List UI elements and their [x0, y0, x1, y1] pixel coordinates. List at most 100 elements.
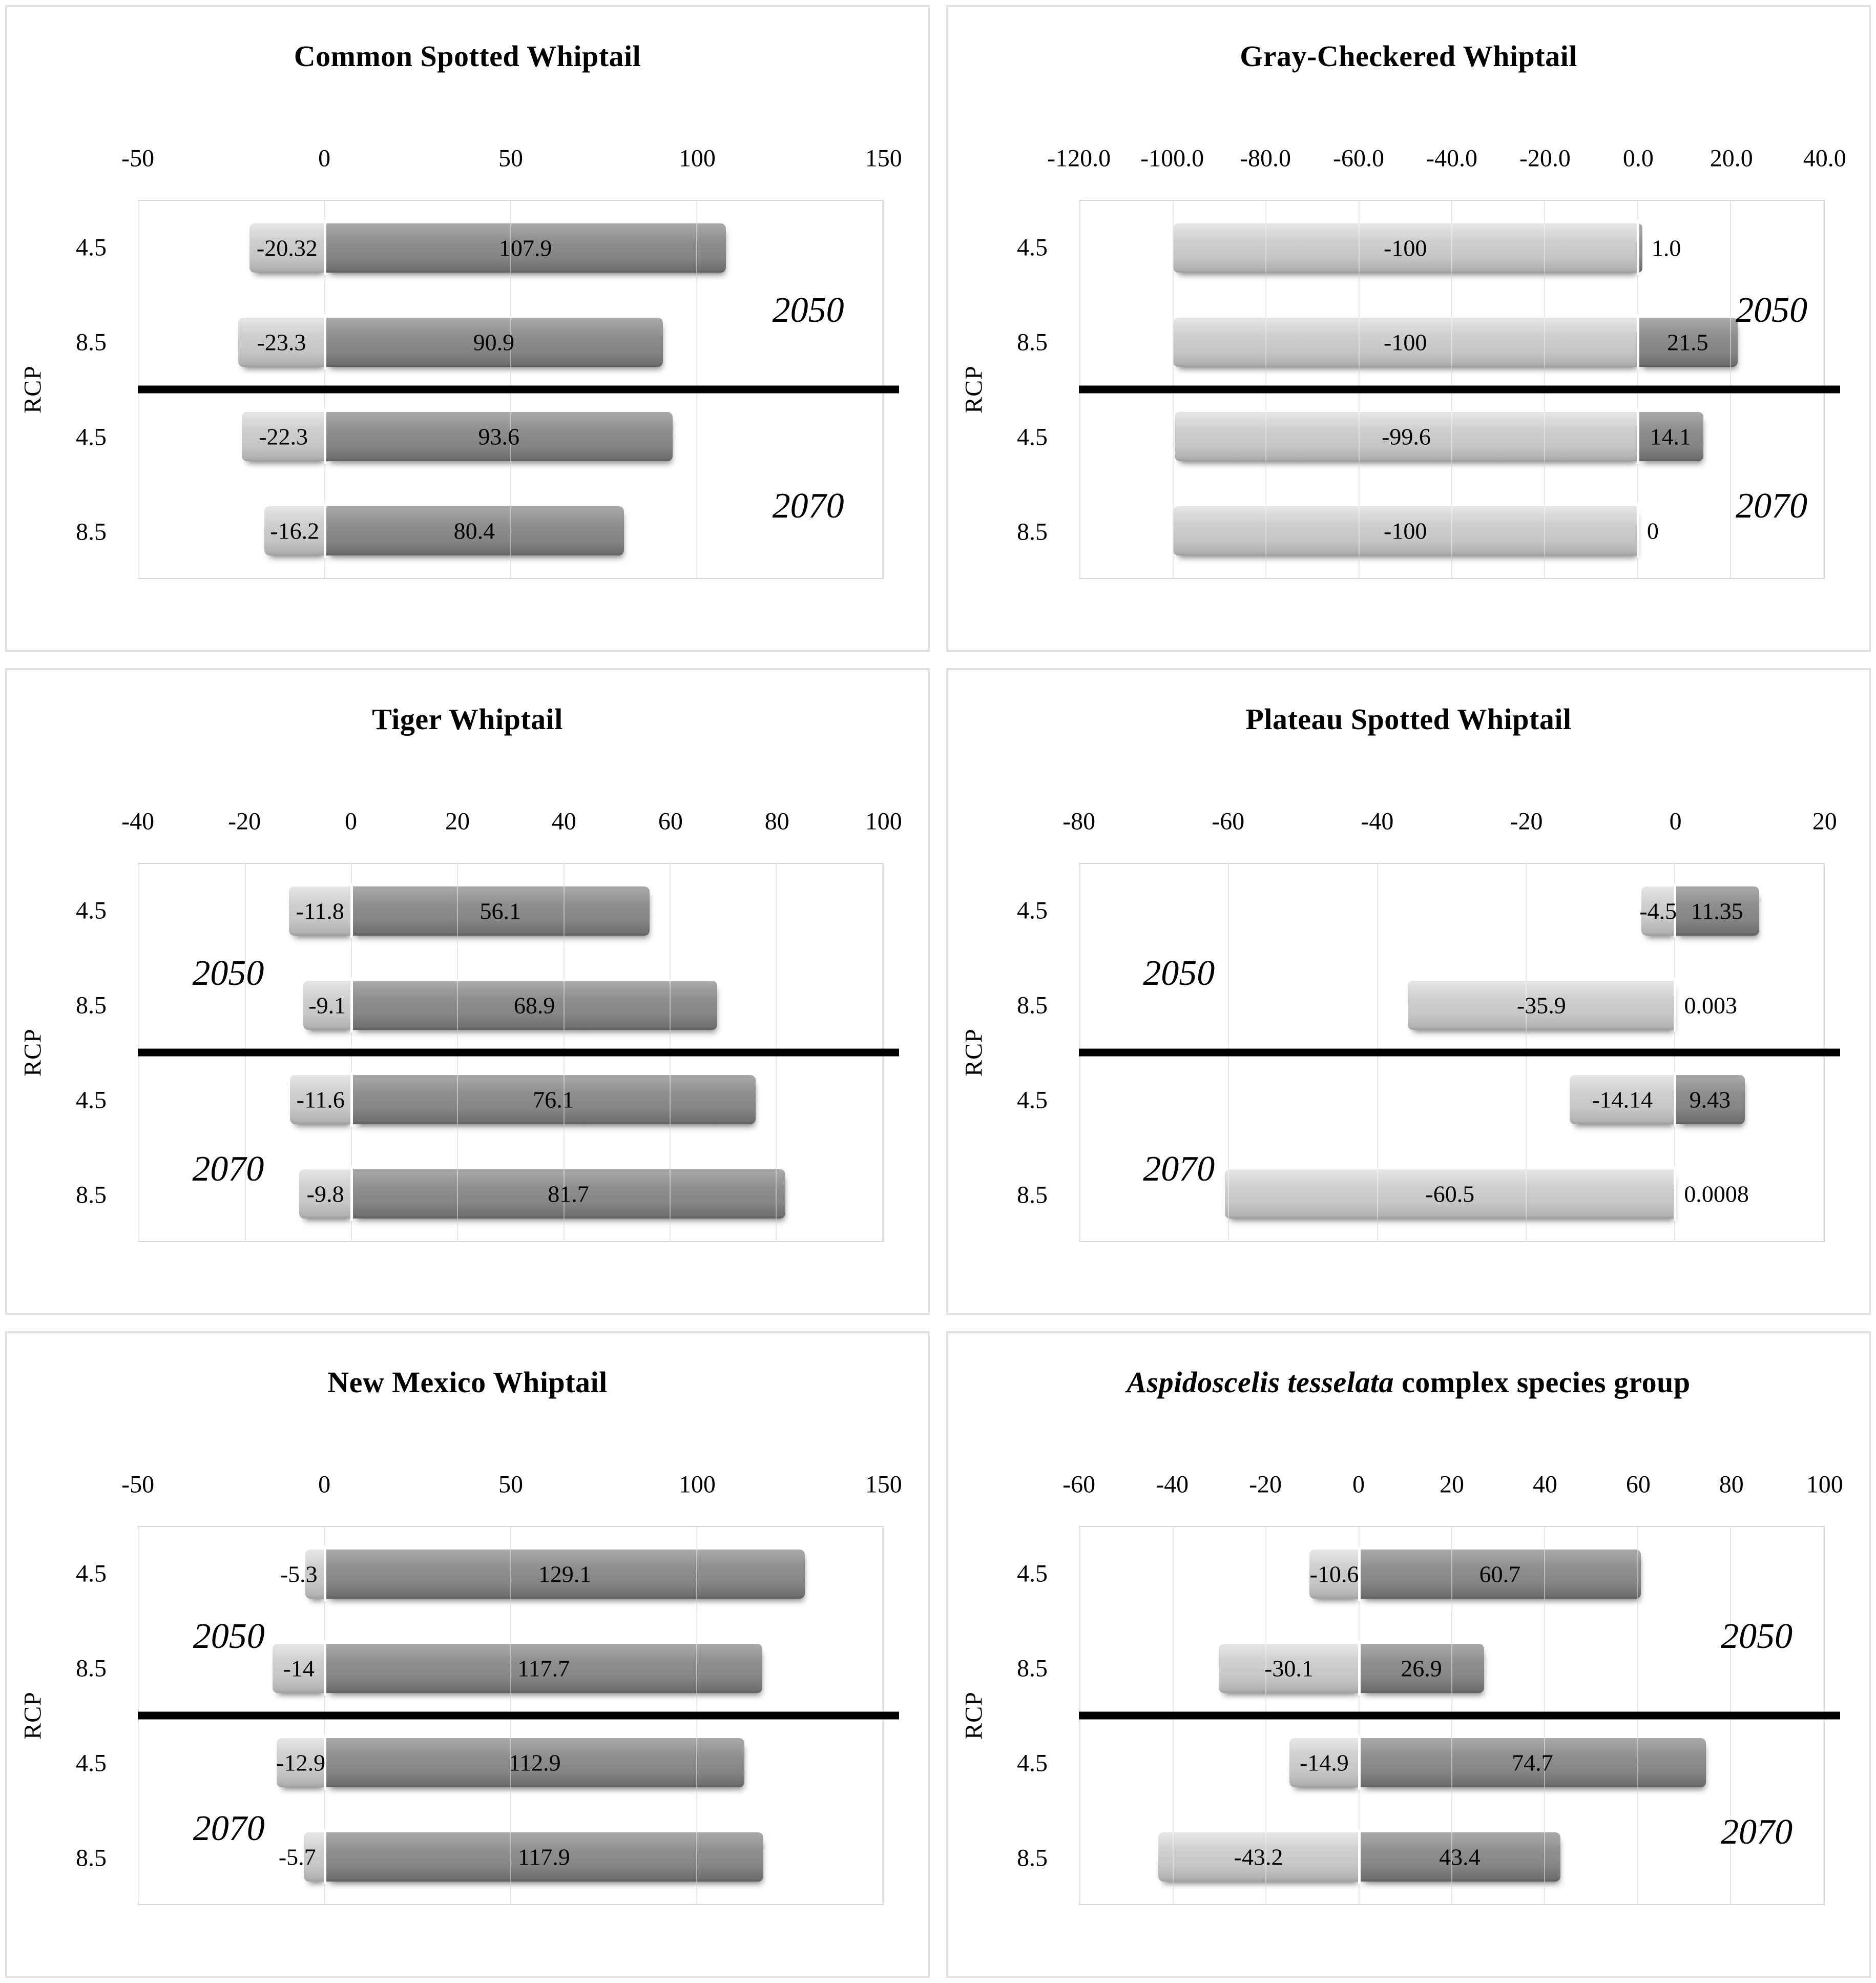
zero-axis-gap: [350, 978, 353, 1033]
data-label-negative: -100: [1384, 235, 1427, 261]
bar-negative: [1570, 1075, 1675, 1124]
x-axis-tick-label: -80.0: [1240, 144, 1291, 172]
category-label-rcp: 8.5: [75, 1655, 107, 1682]
y-axis-category-labels: 4.5 8.5 4.5 8.5: [7, 1526, 138, 1905]
x-axis-tick-label: -60: [1062, 1471, 1096, 1498]
zero-axis-gap: [324, 1546, 327, 1602]
category-label-rcp: 8.5: [75, 1181, 107, 1209]
data-label-negative: -14.14: [1592, 1086, 1653, 1113]
category-label-rcp: 8.5: [75, 992, 107, 1019]
category-label-rcp: 4.5: [1016, 1086, 1048, 1114]
year-divider-line: [1079, 1048, 1840, 1057]
year-label: 2050: [192, 953, 264, 993]
data-label-positive: 93.6: [478, 423, 519, 450]
category-label-rcp: 8.5: [75, 1844, 107, 1872]
x-axis-tick-label: -20: [1510, 808, 1543, 835]
chart-title-text: Plateau Spotted Whiptail: [1245, 702, 1572, 736]
data-label-negative: -16.2: [270, 518, 320, 544]
zero-axis-gap: [324, 1641, 327, 1696]
zero-axis-gap: [1358, 1641, 1361, 1696]
data-label-negative: -14.9: [1299, 1749, 1349, 1776]
data-label-negative: -22.3: [259, 423, 308, 450]
data-label-positive: 14.1: [1650, 423, 1692, 450]
category-label-rcp: 4.5: [1016, 1560, 1048, 1587]
bar-positive: [1359, 1550, 1641, 1599]
x-axis-tick-label: -80: [1062, 808, 1096, 835]
y-axis-category-labels: 4.5 8.5 4.5 8.5: [7, 200, 138, 579]
zero-axis-gap: [324, 503, 327, 559]
x-axis-tick-label: 80: [764, 808, 789, 835]
category-label-rcp: 8.5: [1016, 1844, 1048, 1872]
chart-title-text: New Mexico Whiptail: [327, 1365, 608, 1399]
zero-axis-gap: [1358, 1829, 1361, 1885]
bar-positive: [325, 506, 624, 555]
x-axis-tick-label: 20: [1439, 1471, 1464, 1498]
bar-negative: [303, 981, 351, 1030]
data-label-positive: 117.9: [518, 1844, 570, 1870]
bar-positive: [351, 886, 650, 936]
year-label: 2050: [1143, 953, 1215, 993]
bar-negative: [242, 412, 325, 461]
zero-axis-gap: [1674, 883, 1677, 939]
category-label-rcp: 4.5: [1016, 234, 1048, 261]
zero-axis-gap: [324, 220, 327, 276]
data-label-positive: 117.7: [517, 1655, 570, 1682]
bar-positive: [1675, 1075, 1745, 1124]
x-axis-tick-label: -50: [121, 144, 155, 172]
chart-title: Tiger Whiptail: [7, 703, 928, 737]
year-divider-line: [1079, 385, 1840, 394]
zero-axis-gap: [1636, 503, 1639, 559]
zero-axis-gap: [324, 409, 327, 464]
bar-positive: [351, 1169, 785, 1218]
bar-negative: [1158, 1832, 1359, 1882]
y-axis-title: RCP: [960, 1691, 988, 1740]
bar-negative: [288, 886, 351, 936]
year-divider-line: [1079, 1711, 1840, 1720]
data-label-negative: -5.3: [280, 1561, 318, 1587]
x-axis-tick-label: 80: [1719, 1471, 1744, 1498]
data-label-positive: 68.9: [513, 992, 555, 1019]
category-label-rcp: 8.5: [75, 518, 107, 546]
y-axis-category-labels: 4.5 8.5 4.5 8.5: [948, 1526, 1079, 1905]
bar-positive: [1637, 412, 1703, 461]
bar-positive: [1637, 318, 1738, 367]
category-label-rcp: 4.5: [75, 1749, 107, 1777]
year-label: 2070: [772, 486, 844, 526]
bar-negative: [1173, 223, 1638, 273]
data-label-negative: -10.6: [1309, 1561, 1359, 1587]
bar-negative: [1225, 1169, 1675, 1218]
chart-title: Common Spotted Whiptail: [7, 39, 928, 74]
y-axis-category-labels: 4.5 8.5 4.5 8.5: [948, 863, 1079, 1242]
x-axis-tick-label: 150: [865, 144, 902, 172]
data-label-positive: 43.4: [1439, 1844, 1481, 1870]
y-axis-title: RCP: [19, 1691, 47, 1740]
plot-area: -5.3 129.1 -14 117.7 -12.9 112.9 -5.7 117.9 2050…: [138, 1526, 899, 1906]
data-label-negative: -5.7: [278, 1844, 316, 1870]
x-axis-tick-label: 100: [678, 1471, 716, 1498]
y-axis-title: RCP: [19, 1028, 47, 1077]
bar-negative: [238, 318, 325, 367]
year-label: 2070: [1721, 1812, 1793, 1852]
chart-panel-plateau-spotted-whiptail: Plateau Spotted Whiptail -80 -60 -40 -20 0 20…: [946, 668, 1871, 1315]
zero-axis-gap: [1358, 1735, 1361, 1790]
chart-title: Gray-Checkered Whiptail: [948, 39, 1869, 74]
data-label-positive: 107.9: [498, 235, 552, 261]
x-axis-tick-label: 60: [1625, 1471, 1651, 1498]
y-axis-title: RCP: [960, 365, 988, 414]
bar-positive: [325, 223, 726, 273]
bar-positive: [1637, 223, 1642, 273]
x-axis-tick-label: -40: [1361, 808, 1394, 835]
data-label-negative: -100: [1384, 518, 1427, 544]
bar-negative: [289, 1075, 351, 1124]
category-label-rcp: 8.5: [1016, 518, 1048, 546]
bar-negative: [249, 223, 325, 273]
chart-title: New Mexico Whiptail: [7, 1366, 928, 1400]
y-axis-title: RCP: [960, 1028, 988, 1077]
data-label-negative: -20.32: [256, 235, 318, 261]
year-label: 2050: [1736, 290, 1808, 330]
data-label-positive: 0.0008: [1684, 1181, 1749, 1207]
x-axis-tick-label: 0: [345, 808, 358, 835]
x-axis-tick-label: 0.0: [1622, 144, 1654, 172]
plot-area: -4.5 11.35 -35.9 0.003 -14.14 9.43 -60.5 0.0008…: [1079, 863, 1840, 1243]
